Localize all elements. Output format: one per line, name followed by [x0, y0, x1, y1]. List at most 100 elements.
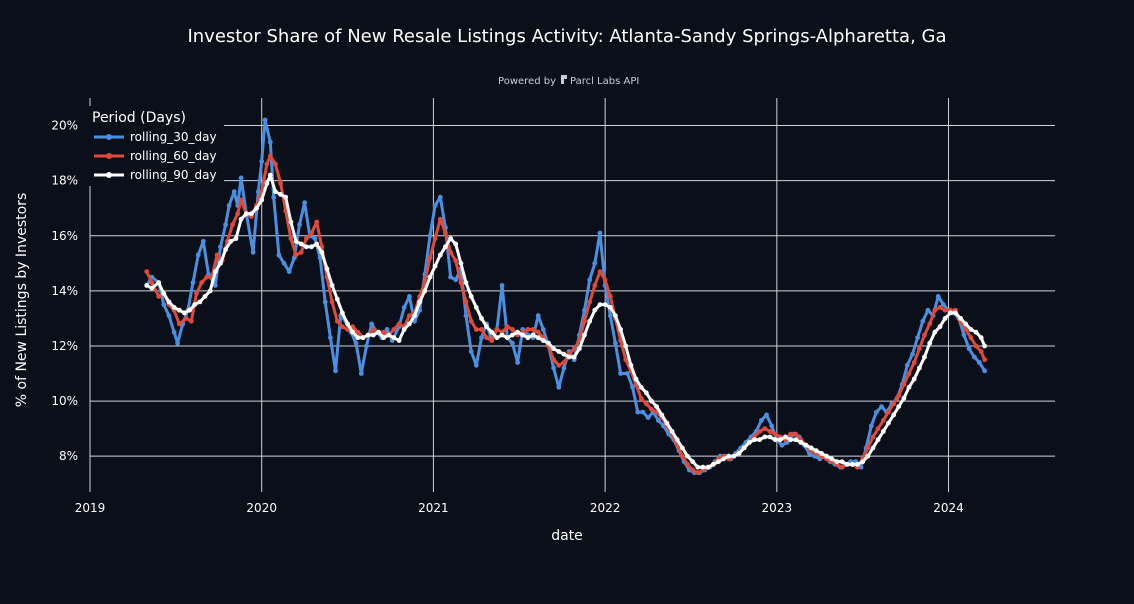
data-point	[901, 395, 907, 401]
data-point	[803, 442, 809, 448]
data-point	[772, 431, 778, 437]
data-point	[264, 181, 270, 186]
data-point	[259, 159, 265, 164]
data-point	[875, 437, 881, 443]
data-point	[891, 401, 896, 407]
data-point	[494, 327, 500, 332]
data-point	[401, 305, 407, 310]
data-point	[276, 252, 282, 258]
data-point	[798, 440, 804, 445]
data-point	[540, 327, 546, 332]
data-point	[535, 329, 541, 335]
data-point	[674, 437, 680, 443]
data-point	[473, 305, 479, 310]
y-tick-label: 12%	[51, 339, 78, 353]
data-point	[839, 459, 845, 465]
data-point	[458, 260, 464, 266]
data-point	[463, 313, 469, 319]
data-point	[384, 327, 390, 332]
data-point	[293, 238, 299, 244]
data-point	[484, 335, 489, 341]
y-tick-label: 20%	[51, 119, 78, 133]
data-point	[396, 321, 402, 327]
data-point	[561, 360, 567, 365]
data-point	[412, 313, 417, 319]
data-point	[407, 313, 412, 319]
data-point	[309, 244, 314, 250]
data-point	[183, 316, 189, 321]
data-point	[577, 346, 582, 352]
data-point	[942, 307, 948, 313]
data-point	[329, 299, 335, 305]
data-point	[479, 316, 484, 321]
data-point	[587, 277, 593, 283]
data-point	[710, 462, 716, 467]
x-tick-label: 2019	[75, 501, 106, 515]
data-point	[432, 236, 438, 241]
data-point	[288, 236, 294, 241]
data-point	[515, 360, 520, 365]
data-point	[592, 260, 598, 266]
data-point	[973, 343, 979, 349]
data-point	[582, 332, 587, 338]
data-point	[879, 404, 884, 409]
data-point	[623, 357, 629, 363]
data-point	[963, 321, 969, 327]
data-point	[690, 459, 696, 465]
data-point	[190, 280, 196, 285]
data-point	[769, 423, 775, 429]
data-point	[226, 203, 232, 208]
data-point	[910, 351, 915, 357]
data-point	[510, 340, 515, 346]
data-point	[286, 269, 292, 274]
data-point	[458, 280, 464, 285]
data-point	[656, 418, 661, 423]
data-point	[623, 343, 629, 349]
data-point	[971, 354, 977, 360]
data-point	[731, 453, 737, 459]
data-point	[350, 329, 356, 335]
data-point	[705, 464, 711, 470]
data-point	[302, 200, 307, 206]
data-point	[757, 437, 763, 443]
data-point	[906, 371, 912, 376]
data-point	[453, 258, 459, 263]
data-point	[607, 305, 613, 310]
data-point	[353, 340, 359, 346]
data-point	[370, 327, 376, 332]
data-point	[479, 335, 484, 341]
data-point	[597, 269, 603, 274]
data-point	[767, 429, 773, 434]
data-point	[942, 316, 948, 321]
data-point	[597, 302, 603, 307]
data-point	[255, 189, 261, 195]
data-point	[551, 365, 556, 371]
data-point	[197, 299, 203, 305]
x-tick-label: 2023	[762, 501, 793, 515]
data-point	[649, 398, 654, 404]
data-point	[855, 462, 860, 467]
data-point	[630, 384, 635, 390]
data-point	[772, 437, 778, 443]
data-point	[917, 365, 922, 371]
data-point	[432, 263, 438, 269]
x-tick-label: 2022	[590, 501, 621, 515]
data-point	[937, 324, 943, 330]
data-point	[448, 274, 453, 280]
series-layer	[144, 117, 987, 476]
data-point	[793, 437, 799, 443]
data-point	[922, 354, 927, 360]
data-point	[250, 249, 256, 255]
data-point	[891, 412, 896, 418]
x-axis-title: date	[551, 528, 583, 544]
data-point	[546, 340, 551, 346]
data-point	[319, 249, 325, 255]
data-point	[391, 335, 397, 341]
legend-item: rolling_60_day	[94, 149, 217, 163]
data-point	[448, 249, 453, 255]
data-point	[473, 327, 479, 332]
data-point	[204, 274, 210, 280]
attribution-brand: Parcl Labs API	[570, 76, 639, 87]
data-point	[267, 139, 273, 145]
